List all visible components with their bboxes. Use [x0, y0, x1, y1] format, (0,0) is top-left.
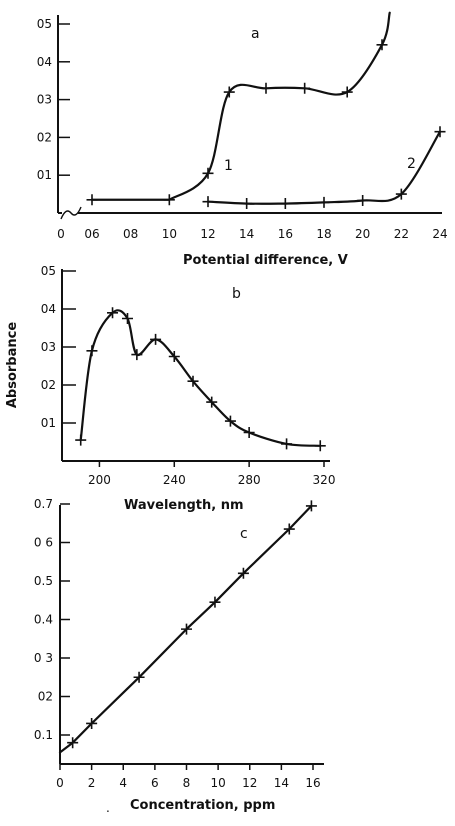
absorbance-point [168, 351, 180, 362]
panel-a-x-tick-label: 18 [316, 227, 331, 241]
panel-a-x-tick-label: 12 [200, 227, 215, 241]
calibration-point [237, 567, 249, 579]
panel-a-y-tick-label: 04 [37, 55, 52, 69]
panel-c-y-tick-label: 0.7 [34, 497, 53, 511]
panel-a-x-tick-label: 10 [162, 227, 177, 241]
panel-b: b 01 02 03 04 05 200 240 280 320 Absorbance Wav… [5, 264, 335, 513]
series-1-point [163, 194, 175, 206]
series-2-point [395, 188, 407, 200]
panel-b-y-tick-label: 04 [41, 302, 56, 316]
absorbance-point [187, 375, 199, 387]
panel-c-dot: . [106, 801, 110, 815]
calibration-point [305, 500, 317, 512]
absorbance-line [79, 309, 322, 447]
panel-c-y-tick-label: 0.5 [34, 574, 53, 588]
series-2-point [357, 195, 369, 207]
series-1-line [168, 11, 391, 201]
absorbance-point [314, 440, 326, 452]
panel-c-y-tick-label: 0 6 [34, 536, 53, 550]
panel-b-x-tick-label: 280 [238, 473, 261, 487]
calibration-point [181, 623, 192, 635]
panel-c-x-tick-label: 12 [242, 776, 257, 790]
series-1-point [202, 167, 214, 179]
panel-a-axis-break [60, 206, 82, 220]
panel-b-x-label: Wavelength, nm [124, 498, 244, 513]
calibration-point [86, 717, 98, 729]
panel-a-x-tick-label: 14 [239, 227, 254, 241]
panel-c-x-tick-label: 2 [88, 776, 96, 790]
panel-c-y-tick-label: 02 [38, 690, 53, 704]
panel-b-y-tick-label: 03 [41, 340, 56, 354]
panel-c-y-tick-label: 0 3 [34, 651, 53, 665]
panel-a-letter: a [251, 26, 260, 42]
calibration-point [209, 596, 221, 608]
panel-a: a 01 02 03 04 05 0 06 08 10 12 14 16 18 20 22 24 1 2 P… [37, 11, 448, 268]
panel-a-y-tick-label: 03 [37, 93, 52, 107]
panel-b-x-tick-label: 320 [313, 473, 336, 487]
panel-a-y-tick-label: 02 [37, 130, 52, 144]
absorbance-point [122, 313, 133, 324]
panel-a-x-tick-label: 22 [394, 227, 409, 241]
panel-b-y-label: Absorbance [5, 322, 20, 408]
panel-a-x-tick-label: 24 [432, 227, 447, 241]
series-2-point [202, 196, 214, 208]
panel-b-y-tick-label: 01 [41, 416, 56, 430]
panel-a-y-tick-label: 01 [37, 168, 52, 182]
panel-a-x-tick-label: 16 [278, 227, 293, 241]
absorbance-point [107, 307, 119, 319]
panel-a-y-tick-label: 05 [37, 17, 52, 31]
absorbance-point [206, 396, 218, 408]
absorbance-point [131, 349, 143, 361]
absorbance-point [86, 345, 98, 357]
absorbance-point [224, 415, 236, 427]
absorbance-point [281, 438, 293, 450]
panel-c-y-tick-label: 0.4 [34, 613, 53, 627]
panel-a-x-tick-label: 0 [57, 227, 65, 241]
series-2-label: 2 [407, 156, 416, 172]
series-2-point [434, 126, 446, 138]
panel-a-x-tick-label: 20 [355, 227, 370, 241]
panel-c-x-label: Concentration, ppm [130, 798, 275, 813]
panel-a-x-label: Potential difference, V [183, 253, 348, 268]
series-1-point [86, 194, 98, 206]
panel-c-x-tick-label: 8 [183, 776, 191, 790]
series-1-point [299, 82, 311, 94]
series-1-point [260, 82, 272, 94]
series-2-point [279, 198, 291, 210]
panel-c-x-tick-label: 6 [151, 776, 159, 790]
panel-a-x-tick-label: 08 [123, 227, 138, 241]
panel-b-letter: b [232, 286, 241, 302]
series-1-point [376, 39, 388, 51]
series-2-line [206, 130, 442, 205]
panel-c-x-tick-label: 14 [274, 776, 289, 790]
calibration-point [67, 737, 79, 749]
series-1-point [223, 86, 235, 98]
panel-c-y-tick-label: 0.1 [34, 728, 53, 742]
panel-c-letter: c [240, 526, 248, 542]
calibration-point [133, 671, 145, 683]
panel-c-x-tick-label: 0 [56, 776, 64, 790]
panel-c-x-tick-label: 16 [305, 776, 320, 790]
absorbance-point [150, 333, 162, 345]
panel-c-x-tick-label: 10 [210, 776, 225, 790]
absorbance-point [75, 434, 87, 446]
panel-c-x-tick-label: 4 [119, 776, 127, 790]
calibration-point [283, 523, 295, 535]
panel-b-y-tick-label: 02 [41, 378, 56, 392]
series-2-point [241, 198, 253, 210]
series-1-point [341, 86, 353, 98]
panel-a-x-tick-label: 06 [84, 227, 99, 241]
absorbance-point [243, 427, 255, 438]
panel-b-x-tick-label: 200 [88, 473, 111, 487]
panel-b-x-tick-label: 240 [163, 473, 186, 487]
series-2-point [318, 196, 330, 208]
series-1-label: 1 [224, 158, 233, 174]
panel-b-y-tick-label: 05 [41, 264, 56, 278]
